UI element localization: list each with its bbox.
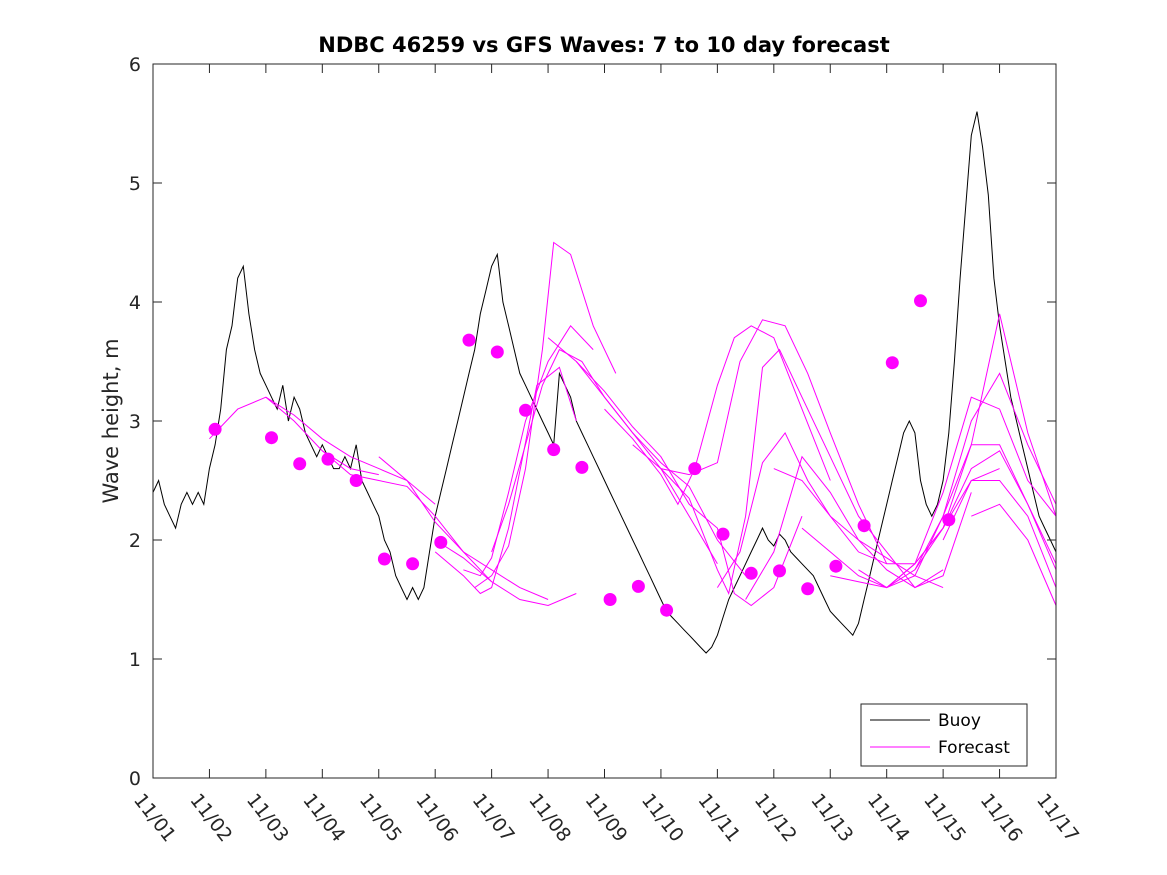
- forecast-point: [547, 443, 561, 457]
- forecast-line-22: [942, 480, 1057, 588]
- forecast-point: [462, 333, 476, 347]
- forecast-point: [716, 527, 730, 541]
- forecast-point: [801, 582, 815, 596]
- forecast-line-21: [914, 450, 1057, 571]
- forecast-line-17: [801, 396, 1057, 589]
- forecast-line-9: [547, 337, 746, 577]
- forecast-line-19: [858, 313, 1057, 589]
- y-tick-label: 5: [129, 173, 141, 195]
- y-axis-label: Wave height, m: [99, 338, 123, 503]
- forecast-line-13: [660, 348, 944, 596]
- forecast-point: [406, 557, 420, 571]
- forecast-points-group: [208, 294, 956, 617]
- y-tick-label: 6: [129, 54, 141, 76]
- forecast-point: [575, 460, 589, 474]
- forecast-point: [631, 579, 645, 593]
- forecast-point: [744, 566, 758, 580]
- forecast-point: [829, 559, 843, 573]
- buoy-series: [152, 111, 1057, 654]
- chart-title: NDBC 46259 vs GFS Waves: 7 to 10 day for…: [318, 33, 889, 57]
- plot-background: [153, 64, 1056, 778]
- forecast-point: [519, 403, 532, 417]
- forecast-point: [857, 519, 871, 533]
- axis-ticks: [152, 63, 1057, 779]
- forecast-point: [603, 593, 617, 606]
- forecast-line-12: [632, 319, 888, 565]
- forecast-line-10: [575, 361, 803, 607]
- forecast-point: [265, 431, 278, 445]
- forecast-point: [914, 294, 927, 308]
- y-tick-label: 4: [129, 292, 141, 314]
- legend-box: [860, 703, 1028, 767]
- buoy-line: [152, 111, 1057, 654]
- forecast-line-8: [491, 348, 718, 565]
- legend-label-buoy: Buoy: [938, 711, 981, 731]
- forecast-line-23: [971, 503, 1057, 606]
- legend-label-forecast: Forecast: [938, 738, 1010, 758]
- forecast-point: [434, 535, 448, 549]
- forecast-point: [293, 457, 307, 471]
- forecast-point: [942, 513, 956, 527]
- forecast-point: [773, 564, 786, 578]
- forecast-point: [490, 345, 504, 359]
- forecast-line-7: [474, 241, 617, 589]
- forecast-line-5: [434, 366, 577, 595]
- forecast-point: [885, 356, 899, 370]
- forecast-point: [660, 603, 674, 617]
- forecast-point: [208, 422, 222, 436]
- forecast-point: [349, 474, 363, 487]
- plot-area: [152, 63, 1057, 779]
- y-tick-label: 0: [129, 768, 141, 790]
- legend: Buoy Forecast: [860, 703, 1028, 767]
- y-tick-label: 3: [129, 411, 141, 433]
- forecast-line-11: [604, 325, 831, 506]
- y-tick-label: 1: [129, 649, 141, 671]
- forecast-line-14: [716, 431, 944, 589]
- y-tick-label: 2: [129, 530, 141, 552]
- forecast-line-16: [773, 468, 1000, 565]
- forecast-point: [321, 452, 335, 466]
- forecast-line-6: [463, 324, 594, 577]
- forecast-series-group: [209, 241, 1057, 607]
- forecast-point: [688, 462, 702, 476]
- forecast-line-0: [209, 396, 379, 476]
- forecast-line-3: [378, 456, 549, 600]
- forecast-point: [377, 552, 391, 566]
- forecast-line-4: [434, 539, 577, 607]
- forecast-line-15: [745, 455, 972, 600]
